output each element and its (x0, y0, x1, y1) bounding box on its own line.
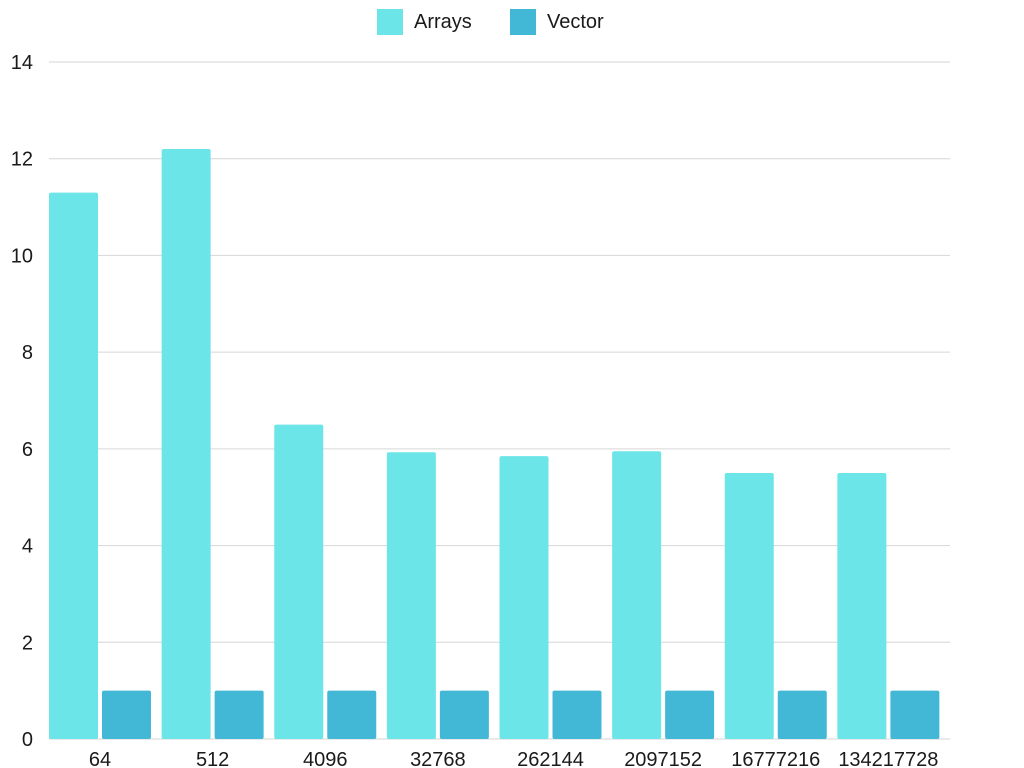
legend-swatch-arrays (377, 9, 403, 35)
bar-vector-16777216 (777, 690, 827, 739)
bar-vector-512 (214, 690, 264, 739)
bar-vector-4096 (327, 690, 377, 739)
y-tick-label: 6 (22, 439, 33, 461)
y-tick-label: 4 (22, 536, 33, 558)
legend: Arrays Vector (377, 9, 604, 35)
x-tick-label: 2097152 (624, 749, 702, 768)
x-tick-label: 262144 (517, 749, 584, 768)
bar-arrays-512 (161, 149, 211, 740)
bar-vector-262144 (552, 690, 602, 739)
bar-arrays-32768 (386, 452, 436, 739)
x-tick-label: 4096 (303, 749, 348, 768)
bar-arrays-2097152 (612, 451, 662, 739)
y-tick-label: 8 (22, 342, 33, 364)
x-tick-label: 16777216 (731, 749, 820, 768)
bar-arrays-262144 (499, 456, 549, 739)
x-tick-label: 134217728 (838, 749, 938, 768)
bar-vector-134217728 (890, 690, 940, 739)
y-tick-label: 12 (11, 149, 33, 171)
bar-arrays-4096 (274, 424, 324, 739)
legend-label-arrays: Arrays (414, 11, 472, 33)
y-tick-label: 0 (22, 729, 33, 751)
legend-label-vector: Vector (547, 11, 604, 33)
bar-arrays-16777216 (724, 473, 774, 739)
x-tick-label: 512 (196, 749, 229, 768)
x-tick-label: 32768 (410, 749, 466, 768)
legend-swatch-vector (510, 9, 536, 35)
x-axis-ticks: 64 512 4096 32768 262144 2097152 16777216 13421… (89, 749, 939, 768)
y-axis-ticks: 0 2 4 6 8 10 12 14 (11, 52, 33, 751)
y-tick-label: 2 (22, 632, 33, 654)
bar-arrays-64 (49, 192, 98, 740)
y-tick-label: 10 (11, 245, 33, 267)
bar-vector-2097152 (665, 690, 715, 739)
bar-vector-64 (102, 690, 151, 739)
bars (49, 149, 940, 740)
x-tick-label: 64 (89, 749, 111, 768)
bar-vector-32768 (439, 690, 489, 739)
y-tick-label: 14 (11, 52, 33, 74)
bar-arrays-134217728 (837, 473, 887, 739)
